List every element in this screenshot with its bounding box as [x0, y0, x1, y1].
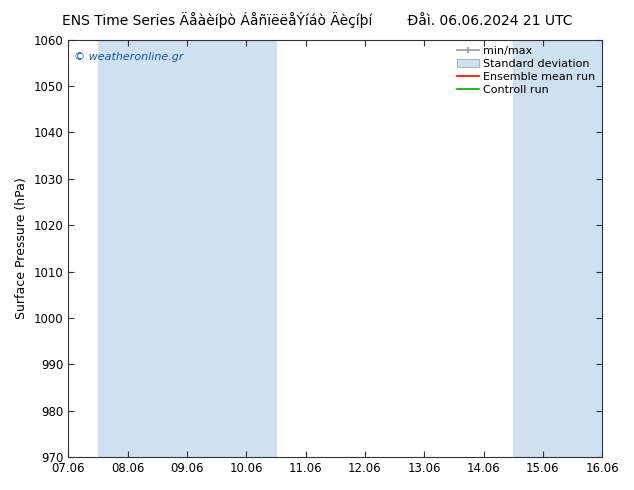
Bar	[513, 40, 632, 457]
Y-axis label: Surface Pressure (hPa): Surface Pressure (hPa)	[15, 177, 28, 319]
Bar	[98, 40, 276, 457]
Legend: min/max, Standard deviation, Ensemble mean run, Controll run: min/max, Standard deviation, Ensemble me…	[453, 43, 599, 98]
Text: ENS Time Series Äåàèíþò ÁåñïëëåÝíáò Äèçíþí        Đåì. 06.06.2024 21 UTC: ENS Time Series Äåàèíþò ÁåñïëëåÝíáò Äèçí…	[61, 12, 573, 28]
Text: © weatheronline.gr: © weatheronline.gr	[74, 52, 183, 62]
